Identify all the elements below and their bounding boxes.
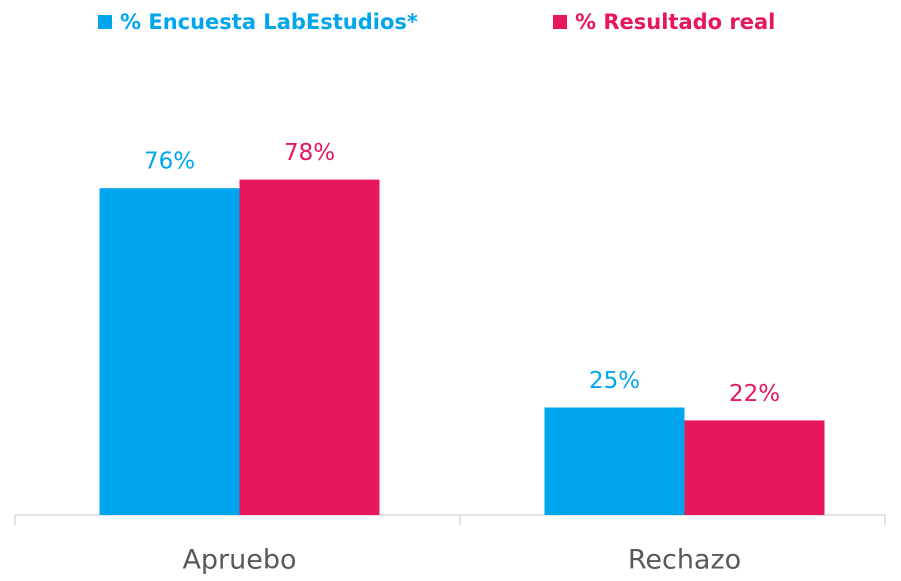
legend-label: % Resultado real — [575, 10, 775, 34]
value-label: 76% — [144, 149, 195, 175]
legend-swatch — [98, 15, 112, 29]
x-tick-label: Apruebo — [182, 545, 296, 576]
x-tick-label: Rechazo — [628, 545, 741, 576]
value-label: 22% — [729, 381, 780, 407]
bar — [544, 407, 685, 515]
legend-label: % Encuesta LabEstudios* — [120, 10, 418, 34]
bar — [684, 420, 825, 515]
bar — [99, 188, 240, 515]
value-label: 25% — [589, 368, 640, 394]
legend-swatch — [553, 15, 567, 29]
bar — [239, 179, 380, 515]
value-label: 78% — [284, 140, 335, 166]
